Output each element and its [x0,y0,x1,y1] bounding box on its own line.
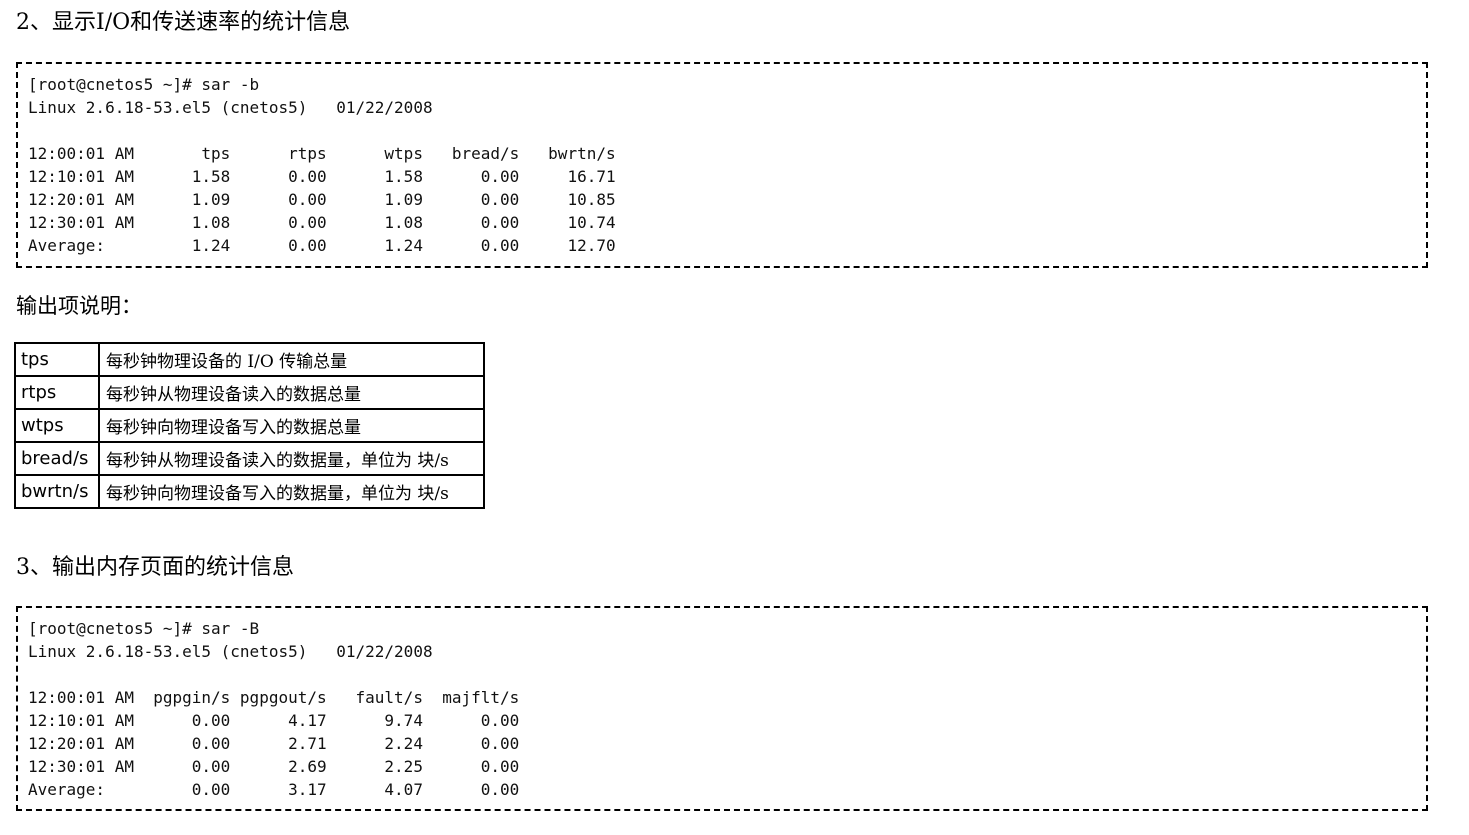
field-term: tps [14,342,100,377]
data-row: 12:30:01 AM 0.00 2.69 2.25 0.00 [28,757,520,776]
average-row: Average: 0.00 3.17 4.07 0.00 [28,780,520,799]
field-term: rtps [14,375,100,410]
data-row: 12:20:01 AM 0.00 2.71 2.24 0.00 [28,734,520,753]
column-header-line: 12:00:01 AM pgpgin/s pgpgout/s fault/s m… [28,688,520,707]
field-description: 每秒钟物理设备的 I/O 传输总量 [98,342,485,377]
sar-b-output-box: [root@cnetos5 ~]# sar -b Linux 2.6.18-53.… [16,62,1428,268]
data-row: 12:20:01 AM 1.09 0.00 1.09 0.00 10.85 [28,190,616,209]
average-row: Average: 1.24 0.00 1.24 0.00 12.70 [28,236,616,255]
data-row: 12:30:01 AM 1.08 0.00 1.08 0.00 10.74 [28,213,616,232]
table-row: wtps 每秒钟向物理设备写入的数据总量 [14,408,485,443]
field-description: 每秒钟从物理设备读入的数据总量 [98,375,485,410]
sar-B-output: [root@cnetos5 ~]# sar -B Linux 2.6.18-53.… [28,617,519,801]
data-row: 12:10:01 AM 1.58 0.00 1.58 0.00 16.71 [28,167,616,186]
command-line: [root@cnetos5 ~]# sar -B [28,619,260,638]
column-header-line: 12:00:01 AM tps rtps wtps bread/s bwrtn/… [28,144,616,163]
table-row: tps 每秒钟物理设备的 I/O 传输总量 [14,342,485,377]
system-info-line: Linux 2.6.18-53.el5 (cnetos5) 01/22/2008 [28,642,433,661]
field-term: wtps [14,408,100,443]
sar-B-output-box: [root@cnetos5 ~]# sar -B Linux 2.6.18-53.… [16,606,1428,811]
section-3-heading: 3、输出内存页面的统计信息 [16,555,294,580]
data-row: 12:10:01 AM 0.00 4.17 9.74 0.00 [28,711,520,730]
sar-b-output: [root@cnetos5 ~]# sar -b Linux 2.6.18-53.… [28,73,616,257]
output-fields-table: tps 每秒钟物理设备的 I/O 传输总量 rtps 每秒钟从物理设备读入的数据… [14,342,485,509]
field-description: 每秒钟向物理设备写入的数据总量 [98,408,485,443]
field-term: bread/s [14,441,100,476]
table-row: bwrtn/s 每秒钟向物理设备写入的数据量，单位为 块/s [14,474,485,509]
output-explain-heading: 输出项说明： [16,294,142,318]
field-description: 每秒钟从物理设备读入的数据量，单位为 块/s [98,441,485,476]
section-2-heading: 2、显示I/O和传送速率的统计信息 [16,10,351,35]
field-description: 每秒钟向物理设备写入的数据量，单位为 块/s [98,474,485,509]
blank-line [28,119,616,142]
table-row: bread/s 每秒钟从物理设备读入的数据量，单位为 块/s [14,441,485,476]
table-row: rtps 每秒钟从物理设备读入的数据总量 [14,375,485,410]
blank-line [28,663,519,686]
command-line: [root@cnetos5 ~]# sar -b [28,75,260,94]
field-term: bwrtn/s [14,474,100,509]
system-info-line: Linux 2.6.18-53.el5 (cnetos5) 01/22/2008 [28,98,433,117]
